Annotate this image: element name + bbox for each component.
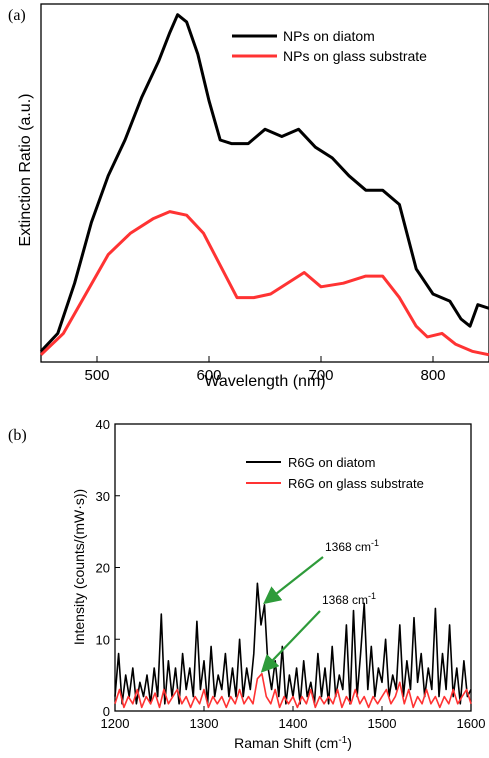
y-tick-label-b-1: 10 — [96, 632, 110, 647]
panel-label-b: (b) — [8, 427, 27, 444]
x-tick-label-a-1: 600 — [196, 367, 221, 384]
series-group-b — [114, 582, 472, 709]
annotation-arrow-0 — [263, 556, 324, 605]
series-a-0-line — [39, 13, 489, 353]
series-a-1-line — [39, 210, 489, 357]
legend-label-a-1: NPs on glass substrate — [283, 48, 427, 64]
x-tick-label-a-0: 500 — [84, 367, 109, 384]
y-tick-label-b-4: 40 — [96, 417, 110, 432]
plot-frame-a — [40, 3, 489, 363]
x-ticks-a: 500 600 700 800 — [84, 356, 446, 384]
y-axis-label-b: Intensity (counts/(mW·s)) — [71, 489, 87, 645]
annotation-text-1: 1368 cm — [322, 593, 368, 607]
panel-label-a: (a) — [8, 7, 26, 24]
x-axis-label-b-sup: -1 — [338, 735, 347, 746]
annotation-sup-0: -1 — [371, 538, 379, 548]
x-tick-label-b-4: 1600 — [457, 716, 486, 731]
x-axis-label-b-text: Raman Shift (cm — [234, 735, 338, 751]
x-axis-label-b: Raman Shift (cm-1) — [234, 735, 352, 751]
y-tick-label-b-2: 20 — [96, 561, 110, 576]
x-tick-label-b-3: 1500 — [368, 716, 397, 731]
y-tick-label-b-0: 0 — [103, 704, 110, 719]
y-axis-label-a: Extinction Ratio (a.u.) — [17, 94, 34, 247]
series-group-a — [39, 13, 489, 357]
x-tick-label-b-2: 1400 — [279, 716, 308, 731]
annotation-sup-1: -1 — [368, 591, 376, 601]
legend-b: R6G on diatom R6G on glass substrate — [246, 455, 424, 491]
legend-label-b-1: R6G on glass substrate — [288, 476, 424, 491]
series-b-1-line — [114, 672, 472, 709]
legend-label-b-0: R6G on diatom — [288, 455, 375, 470]
series-b-0-line — [114, 582, 472, 705]
annotation-arrow-1 — [260, 610, 321, 673]
legend-label-a-0: NPs on diatom — [283, 28, 375, 44]
ticks-b: 1200 1300 1400 1500 1600 0 10 20 30 40 — [96, 417, 486, 731]
x-tick-label-a-3: 800 — [420, 367, 445, 384]
annotation-label-1: 1368 cm-1 — [322, 591, 376, 607]
x-tick-label-b-1: 1300 — [190, 716, 219, 731]
annotation-text-0: 1368 cm — [325, 540, 371, 554]
x-tick-label-a-2: 700 — [308, 367, 333, 384]
legend-a: NPs on diatom NPs on glass substrate — [232, 28, 427, 64]
y-tick-label-b-3: 30 — [96, 489, 110, 504]
annotation-label-0: 1368 cm-1 — [325, 538, 379, 554]
x-axis-label-b-close: ) — [347, 735, 352, 751]
x-tick-label-b-0: 1200 — [101, 716, 130, 731]
x-axis-label-a: Wavelength (nm) — [204, 373, 325, 390]
